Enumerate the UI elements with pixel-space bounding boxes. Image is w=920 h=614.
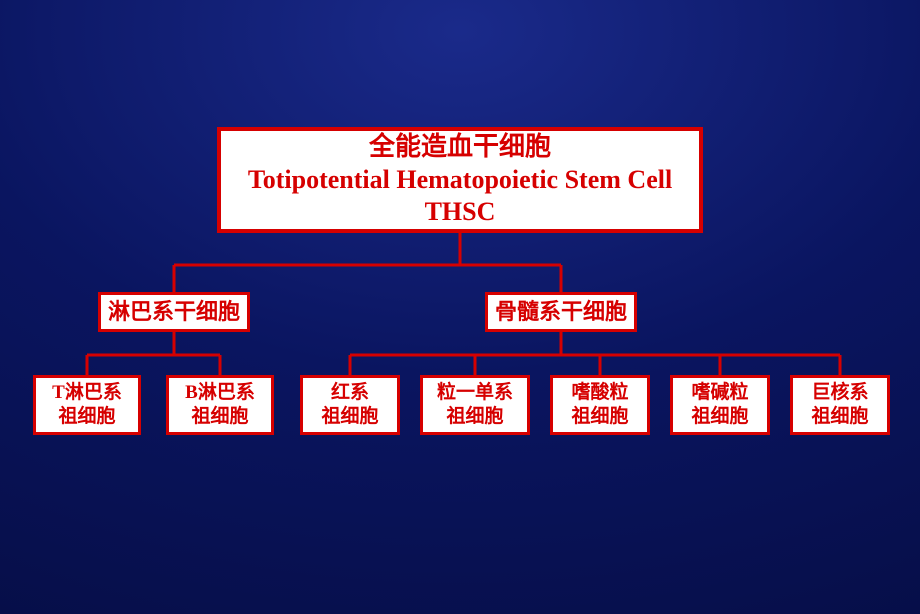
leaf-line2: 祖细胞 (571, 405, 628, 429)
leaf-line1: T淋巴系 (52, 381, 122, 405)
root-line3: THSC (425, 196, 496, 229)
mid-label: 淋巴系干细胞 (108, 298, 240, 326)
root-line2: Totipotential Hematopoietic Stem Cell (248, 164, 672, 197)
leaf-line1: 红系 (331, 381, 369, 405)
root-line1: 全能造血干细胞 (369, 131, 551, 164)
leaf-line1: B淋巴系 (185, 381, 255, 405)
leaf-line2: 祖细胞 (58, 405, 115, 429)
root-node: 全能造血干细胞 Totipotential Hematopoietic Stem… (217, 127, 703, 233)
leaf-node-t-lymphoid: T淋巴系 祖细胞 (33, 375, 141, 435)
leaf-line2: 祖细胞 (446, 405, 503, 429)
leaf-node-basophil: 嗜碱粒 祖细胞 (670, 375, 770, 435)
leaf-line1: 嗜酸粒 (571, 381, 628, 405)
leaf-node-eosinophil: 嗜酸粒 祖细胞 (550, 375, 650, 435)
mid-node-lymphoid: 淋巴系干细胞 (98, 292, 250, 332)
leaf-line1: 嗜碱粒 (691, 381, 748, 405)
mid-node-myeloid: 骨髓系干细胞 (485, 292, 637, 332)
leaf-node-b-lymphoid: B淋巴系 祖细胞 (166, 375, 274, 435)
diagram-stage: 全能造血干细胞 Totipotential Hematopoietic Stem… (0, 0, 920, 614)
leaf-line2: 祖细胞 (191, 405, 248, 429)
leaf-node-granulo-mono: 粒一单系 祖细胞 (420, 375, 530, 435)
leaf-line2: 祖细胞 (691, 405, 748, 429)
leaf-node-megakaryocyte: 巨核系 祖细胞 (790, 375, 890, 435)
leaf-line1: 巨核系 (811, 381, 868, 405)
leaf-line2: 祖细胞 (811, 405, 868, 429)
leaf-line2: 祖细胞 (321, 405, 378, 429)
leaf-line1: 粒一单系 (437, 381, 513, 405)
leaf-node-erythroid: 红系 祖细胞 (300, 375, 400, 435)
mid-label: 骨髓系干细胞 (495, 298, 627, 326)
